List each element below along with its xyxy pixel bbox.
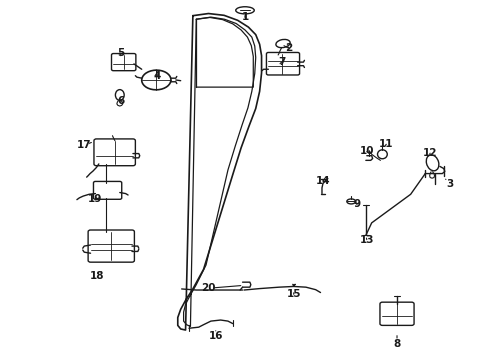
Text: 5: 5 (117, 48, 124, 58)
Text: 4: 4 (153, 71, 161, 81)
Text: 14: 14 (316, 176, 330, 186)
Text: 7: 7 (278, 57, 285, 67)
Text: 12: 12 (423, 148, 438, 158)
Text: 19: 19 (88, 194, 102, 204)
Text: 16: 16 (209, 332, 223, 342)
Text: 6: 6 (117, 96, 124, 106)
Text: 17: 17 (77, 140, 92, 150)
Text: 11: 11 (379, 139, 393, 149)
Text: 2: 2 (285, 43, 293, 53)
Text: 3: 3 (446, 179, 453, 189)
Text: 18: 18 (90, 271, 105, 281)
Text: 1: 1 (242, 13, 248, 22)
Text: 10: 10 (360, 147, 374, 157)
Text: 13: 13 (360, 235, 374, 245)
Text: 15: 15 (287, 289, 301, 299)
Text: 9: 9 (353, 199, 361, 209)
Text: 20: 20 (201, 283, 216, 293)
Text: 8: 8 (393, 339, 401, 348)
